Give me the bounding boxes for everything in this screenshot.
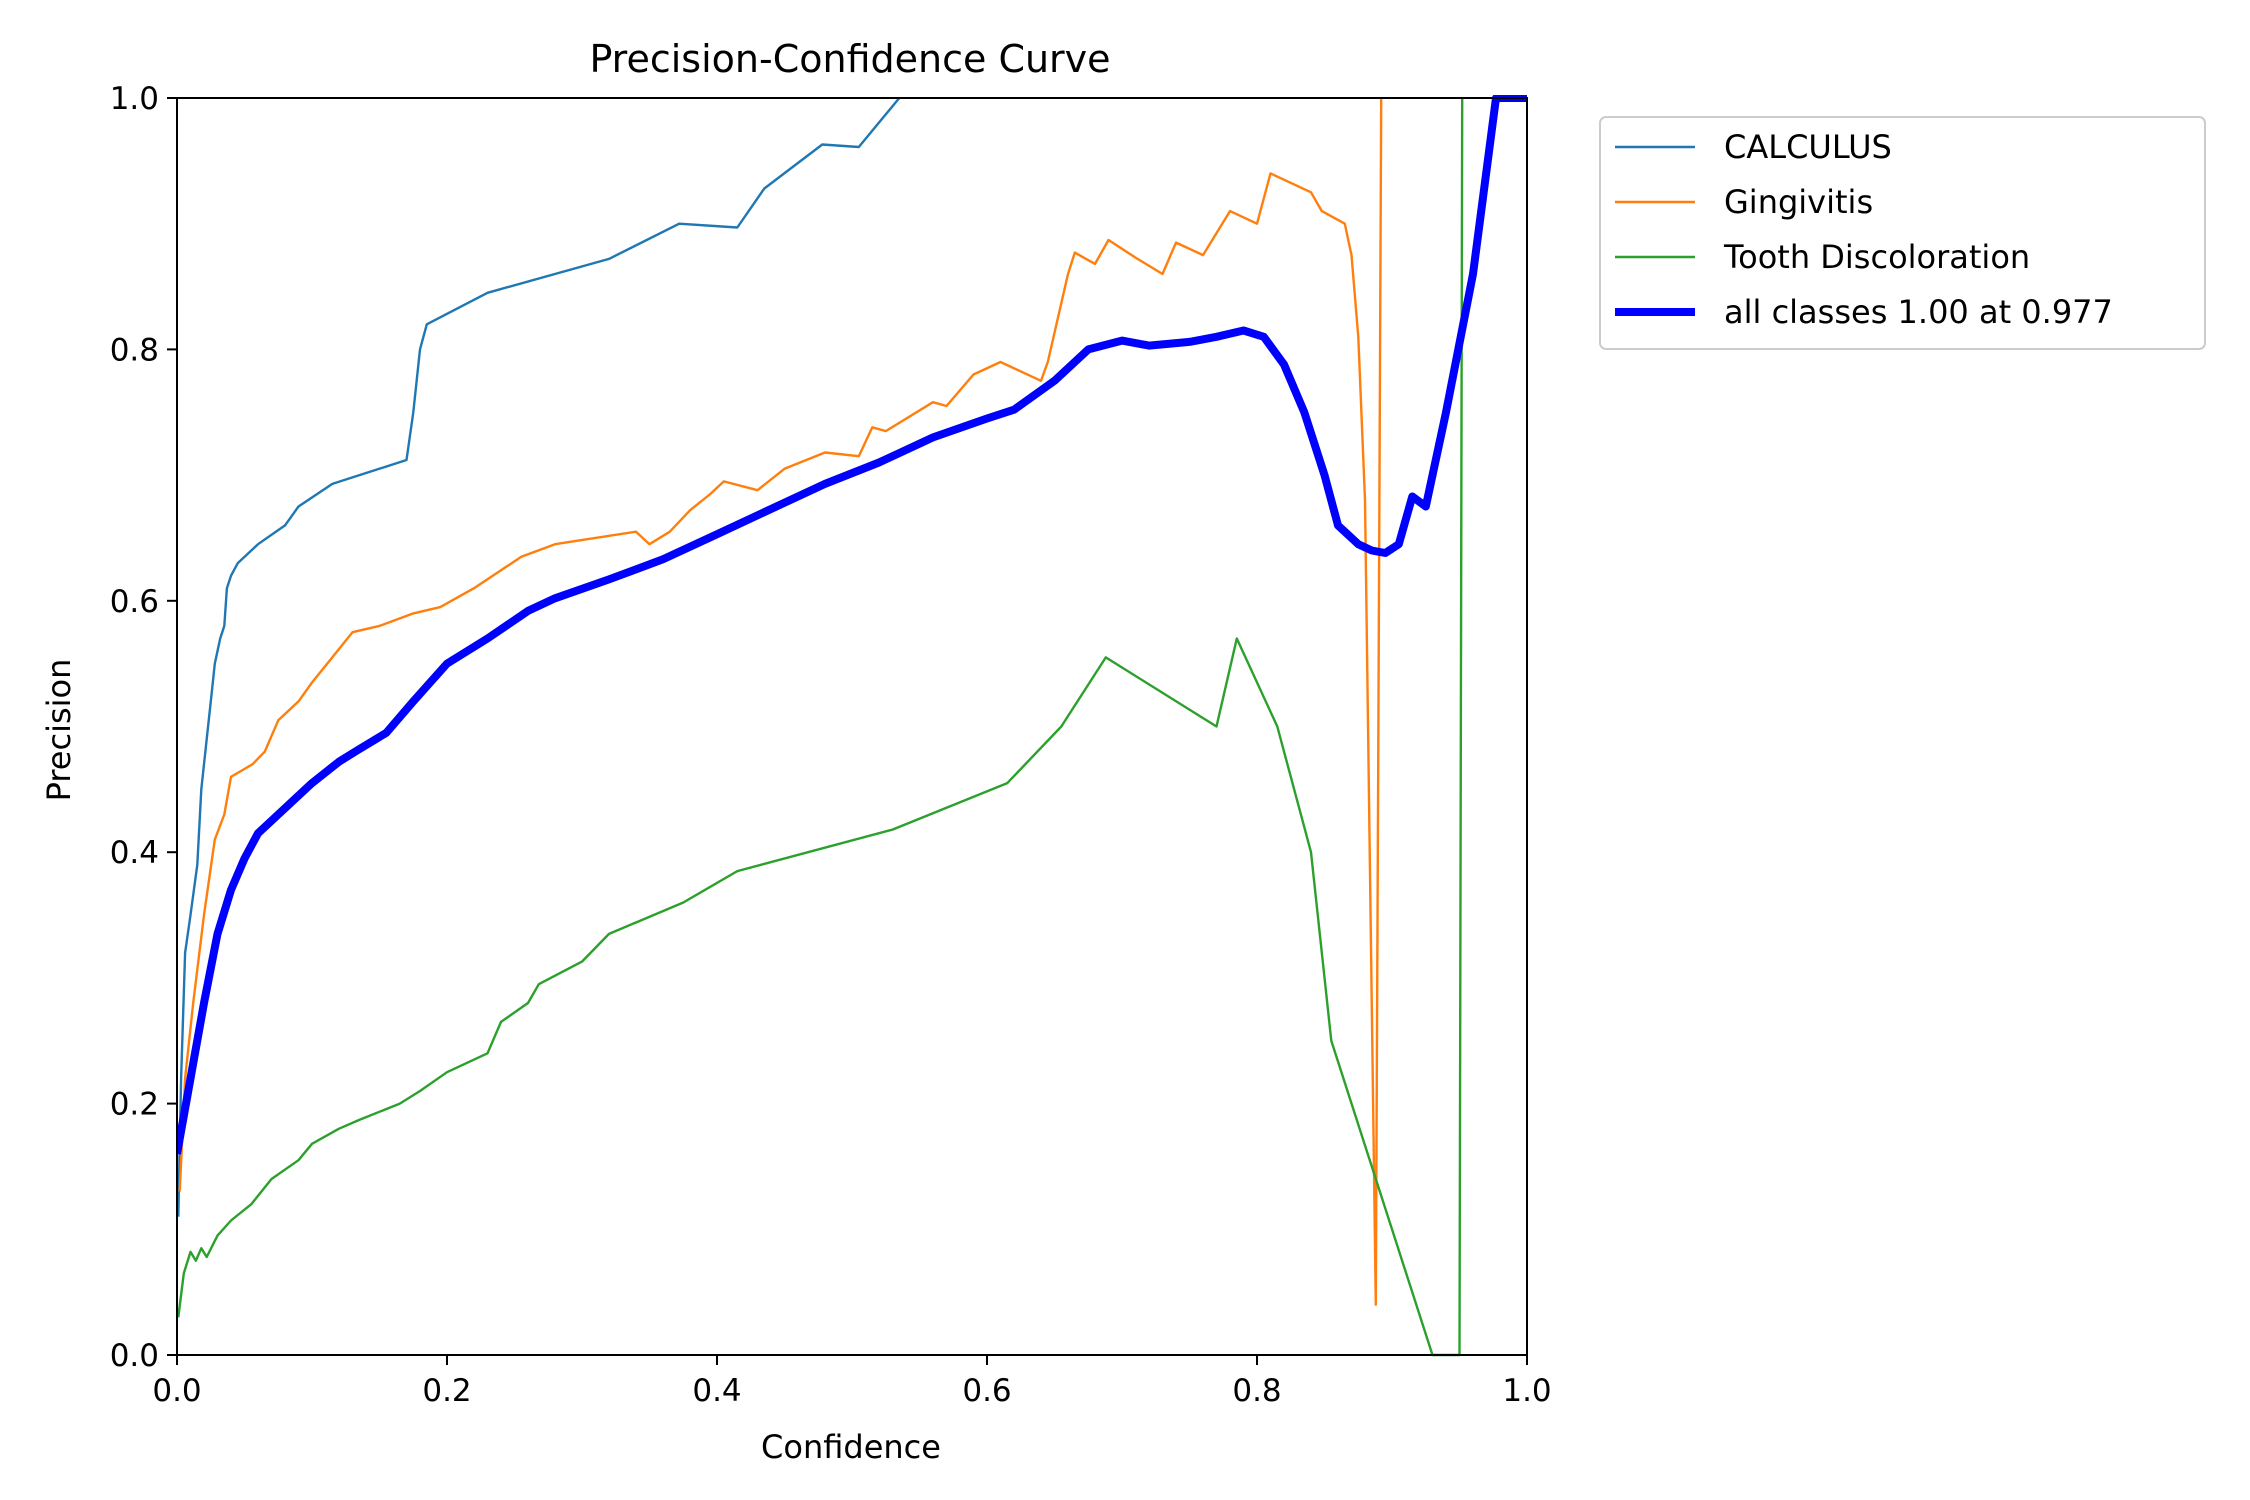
legend-label: Tooth Discoloration xyxy=(1723,238,2030,276)
y-tick-label: 0.4 xyxy=(110,835,159,871)
legend-label: all classes 1.00 at 0.977 xyxy=(1724,293,2113,331)
legend-items: CALCULUS Gingivitis Tooth Discoloration all… xyxy=(1615,128,2113,331)
legend: CALCULUS Gingivitis Tooth Discoloration all… xyxy=(1599,116,2206,350)
y-tick-label: 0.6 xyxy=(110,584,159,620)
x-tick-label: 0.8 xyxy=(1232,1373,1281,1409)
legend-label: CALCULUS xyxy=(1724,128,1892,166)
y-tick-label: 0.2 xyxy=(110,1087,159,1123)
plot-area-frame xyxy=(176,97,1528,1356)
y-axis-label: Precision xyxy=(40,659,78,802)
series-line-1 xyxy=(178,97,1383,1306)
x-tick-label: 0.2 xyxy=(422,1373,471,1409)
series-line-2 xyxy=(177,97,1464,1357)
x-axis: 0.0 0.2 0.4 0.6 0.8 1.0 xyxy=(152,1355,1552,1409)
series-line-3 xyxy=(177,95,1527,1155)
x-tick-label: 0.6 xyxy=(962,1373,1011,1409)
y-tick-label: 0.8 xyxy=(110,332,159,368)
y-tick-label: 0.0 xyxy=(110,1338,159,1374)
x-tick-label: 0.0 xyxy=(152,1373,201,1409)
chart-title: Precision-Confidence Curve xyxy=(589,37,1110,81)
x-tick-label: 1.0 xyxy=(1502,1373,1551,1409)
x-axis-label: Confidence xyxy=(761,1428,941,1466)
plot-lines xyxy=(177,95,1527,1357)
y-axis: 0.0 0.2 0.4 0.6 0.8 1.0 xyxy=(110,81,177,1374)
legend-label: Gingivitis xyxy=(1724,183,1873,221)
series-line-0 xyxy=(177,97,901,1217)
x-tick-label: 0.4 xyxy=(692,1373,741,1409)
legend-frame xyxy=(1599,116,2206,350)
y-tick-label: 1.0 xyxy=(110,81,159,117)
